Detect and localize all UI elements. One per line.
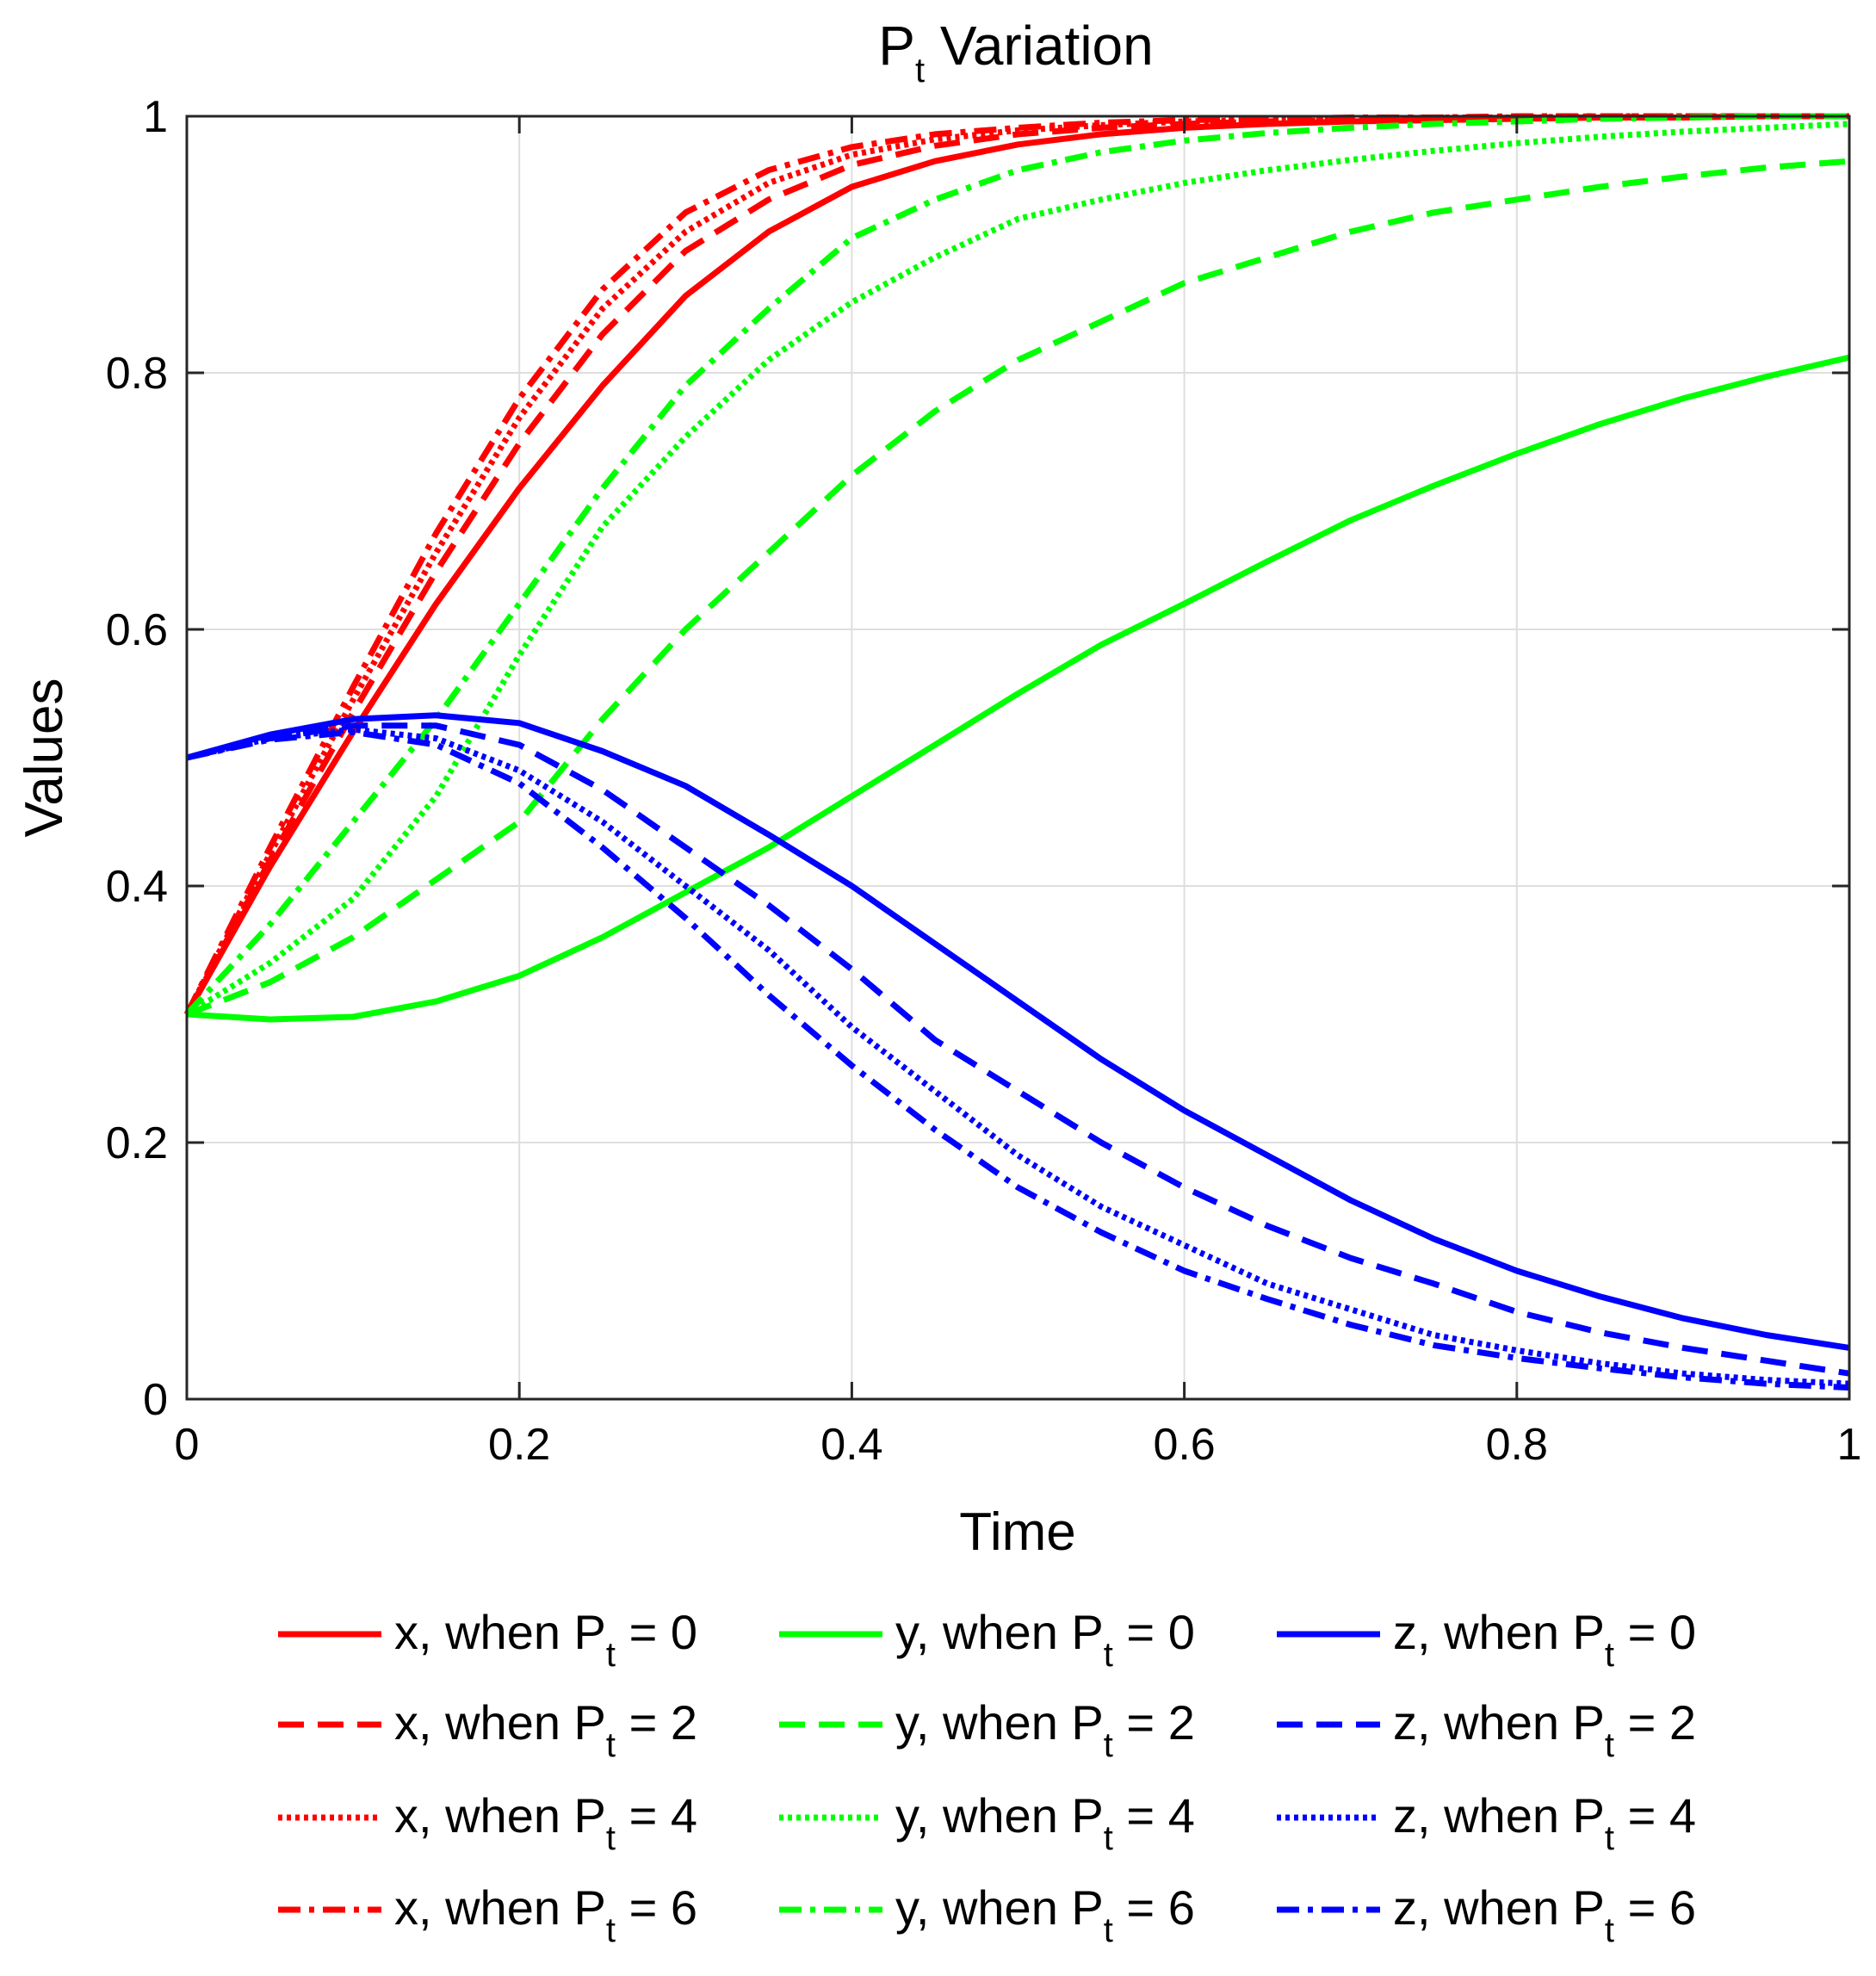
legend-label-y-solid: y, when Pt = 0: [895, 1605, 1195, 1674]
legend-label-x-solid: x, when Pt = 0: [394, 1605, 697, 1674]
x-tick-label: 0.2: [488, 1420, 550, 1470]
legend-label-x-dashdot: x, when Pt = 6: [394, 1880, 697, 1949]
series-line-y-dashed: [185, 158, 1850, 1018]
y-tick-label: 1: [143, 92, 168, 142]
legend-label-z-dotted: z, when Pt = 4: [1393, 1788, 1696, 1857]
y-axis-label: Values: [15, 678, 74, 838]
series-line-z-dashdot: [186, 728, 1850, 1391]
x-axis-label: Time: [959, 1502, 1075, 1562]
grid: [187, 116, 1849, 1399]
legend-label-z-dashed: z, when Pt = 2: [1393, 1695, 1696, 1764]
series-line-z-dotted: [186, 726, 1850, 1387]
legend: x, when Pt = 0 x, when Pt = 2 x, when Pt =…: [278, 1605, 1696, 1949]
series-line-z-solid: [186, 712, 1850, 1351]
series-line-x-dotted: [183, 113, 1849, 1016]
series-line-y-solid: [186, 354, 1850, 1023]
x-tick-label: 0.4: [820, 1420, 882, 1470]
x-tick-label: 1: [1837, 1420, 1862, 1470]
x-tick-label: 0: [175, 1420, 200, 1470]
legend-label-y-dotted: y, when Pt = 4: [895, 1788, 1195, 1857]
x-tick-label: 0.6: [1153, 1420, 1215, 1470]
y-tick-labels: 0 0.2 0.4 0.6 0.8 1: [106, 92, 168, 1425]
legend-label-x-dotted: x, when Pt = 4: [394, 1788, 697, 1857]
chart-title: Pt Variation: [878, 15, 1153, 90]
x-tick-label: 0.8: [1486, 1420, 1548, 1470]
x-tick-labels: 0 0.2 0.4 0.6 0.8 1: [175, 1420, 1862, 1470]
legend-label-z-dashdot: z, when Pt = 6: [1393, 1880, 1696, 1949]
ticks: [185, 115, 1851, 1401]
legend-label-x-dashed: x, when Pt = 2: [394, 1695, 697, 1764]
y-tick-label: 0.6: [106, 605, 168, 655]
y-tick-label: 0.2: [106, 1118, 168, 1168]
series-line-z-dashed: [186, 722, 1850, 1377]
legend-label-y-dashed: y, when Pt = 2: [895, 1695, 1195, 1764]
legend-label-z-solid: z, when Pt = 0: [1393, 1605, 1696, 1674]
axes-box: [185, 115, 1851, 1401]
legend-label-y-dashdot: y, when Pt = 6: [895, 1880, 1195, 1949]
y-tick-label: 0.4: [106, 862, 168, 912]
series-line-y-dashdot: [184, 113, 1849, 1017]
y-tick-label: 0: [143, 1375, 168, 1425]
y-tick-label: 0.8: [106, 349, 168, 399]
series-line-y-dotted: [185, 121, 1850, 1017]
